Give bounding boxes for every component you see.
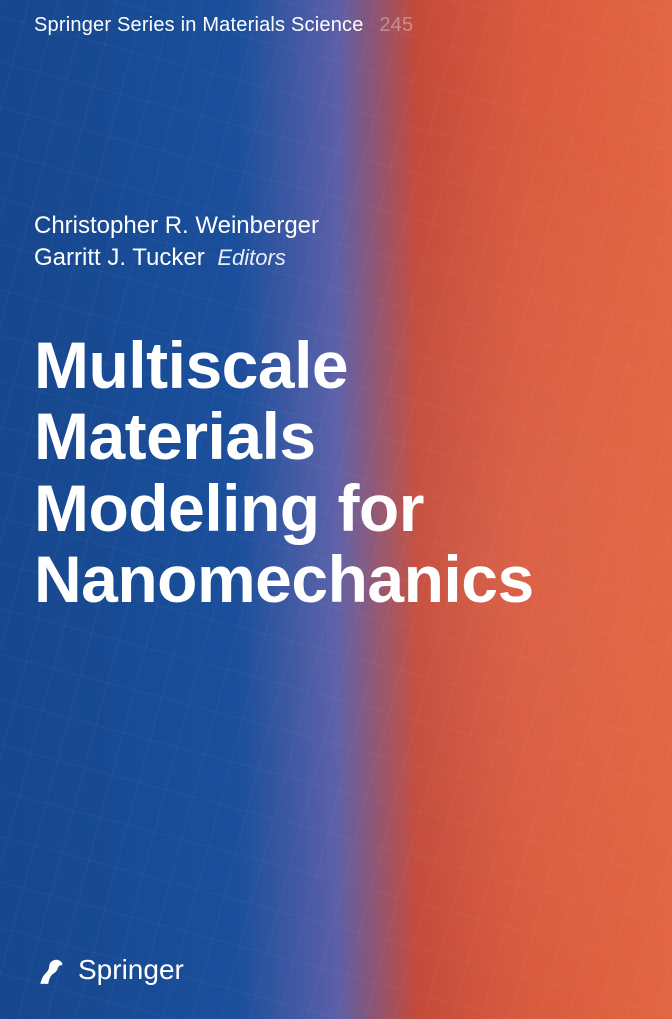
series-name: Springer Series in Materials Science: [34, 14, 364, 36]
springer-horse-icon: [34, 953, 68, 987]
publisher-name: Springer: [78, 954, 184, 986]
editors-role: Editors: [217, 245, 285, 270]
title-line: Nanomechanics: [34, 544, 592, 615]
title-line: Modeling for: [34, 473, 592, 544]
title-line: Materials: [34, 401, 592, 472]
title-line: Multiscale: [34, 330, 592, 401]
editor-name: Garritt J. Tucker: [34, 244, 205, 271]
book-title: Multiscale Materials Modeling for Nanome…: [34, 330, 592, 615]
book-cover: Springer Series in Materials Science 245…: [0, 0, 672, 1019]
series-number: 245: [379, 14, 413, 36]
editor-name: Christopher R. Weinberger: [34, 210, 632, 242]
series-bar: Springer Series in Materials Science 245: [0, 0, 672, 47]
editors-block: Christopher R. Weinberger Garritt J. Tuc…: [34, 210, 632, 275]
publisher-block: Springer: [34, 953, 184, 987]
